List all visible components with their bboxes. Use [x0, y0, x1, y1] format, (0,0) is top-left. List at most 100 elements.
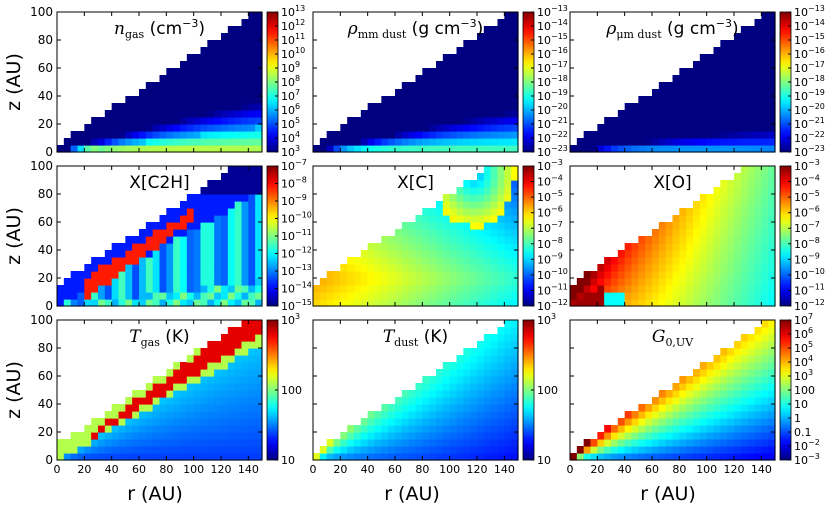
- heatmap-cell: [686, 208, 694, 216]
- heatmap-cell: [442, 418, 451, 426]
- heatmap-cell: [234, 432, 243, 440]
- heatmap-cell: [686, 229, 694, 237]
- heatmap-cell: [70, 131, 79, 139]
- heatmap-cell: [415, 89, 423, 97]
- heatmap-cell: [436, 425, 444, 433]
- heatmap-cell: [132, 404, 140, 412]
- heatmap-cell: [139, 138, 147, 146]
- heatmap-cell: [91, 418, 99, 426]
- heatmap-cell: [734, 292, 742, 300]
- heatmap-cell: [200, 376, 208, 384]
- heatmap-cell: [152, 390, 161, 398]
- heatmap-cell: [734, 243, 742, 251]
- heatmap-cell: [241, 390, 249, 398]
- heatmap-cell: [727, 222, 735, 230]
- heatmap-cell: [227, 54, 236, 62]
- heatmap-cell: [395, 103, 403, 111]
- heatmap-cell: [504, 404, 512, 412]
- heatmap-cell: [470, 278, 478, 286]
- heatmap-cell: [186, 229, 195, 237]
- heatmap-cell: [436, 299, 444, 307]
- heatmap-cell: [645, 292, 653, 300]
- heatmap-cell: [470, 299, 478, 307]
- heatmap-cell: [706, 68, 715, 76]
- heatmap-cell: [699, 404, 708, 412]
- heatmap-cell: [706, 61, 715, 69]
- heatmap-cell: [255, 411, 263, 419]
- heatmap-cell: [408, 278, 417, 286]
- heatmap-cell: [193, 264, 202, 272]
- heatmap-cell: [125, 285, 133, 293]
- heatmap-cell: [483, 376, 492, 384]
- heatmap-cell: [470, 292, 478, 300]
- heatmap-cell: [449, 264, 458, 272]
- heatmap-cell: [597, 285, 605, 293]
- heatmap-cell: [652, 432, 660, 440]
- heatmap-cell: [227, 411, 236, 419]
- heatmap-cell: [436, 257, 444, 265]
- heatmap-cell: [227, 131, 236, 139]
- heatmap-cell: [84, 453, 92, 461]
- heatmap-cell: [511, 19, 519, 27]
- heatmap-cell: [57, 145, 65, 153]
- heatmap-cell: [125, 236, 133, 244]
- heatmap-cell: [679, 418, 687, 426]
- heatmap-cell: [570, 292, 578, 300]
- heatmap-cell: [699, 131, 708, 139]
- heatmap-cell: [193, 257, 202, 265]
- y-tick-label: 0: [45, 453, 53, 467]
- x-tick-label: 40: [105, 463, 119, 476]
- heatmap-cell: [576, 278, 585, 286]
- heatmap-cell: [104, 138, 113, 146]
- heatmap-cell: [511, 278, 519, 286]
- y-tick-label: 20: [38, 271, 53, 285]
- heatmap-cell: [214, 145, 222, 153]
- colorbar-tick-label: 103: [281, 144, 300, 159]
- heatmap-cell: [221, 439, 229, 447]
- heatmap-cell: [768, 418, 776, 426]
- heatmap-cell: [754, 166, 762, 174]
- y-tick-label: 80: [38, 187, 53, 201]
- heatmap-cell: [193, 68, 202, 76]
- heatmap-cell: [504, 138, 512, 146]
- heatmap-cell: [145, 222, 154, 230]
- heatmap-cell: [679, 257, 687, 265]
- heatmap-cell: [104, 271, 113, 279]
- heatmap-cell: [145, 418, 154, 426]
- colorbar-tick-label: 10−9: [537, 251, 563, 266]
- heatmap-cell: [761, 138, 769, 146]
- heatmap-cell: [193, 439, 202, 447]
- heatmap-cell: [436, 138, 444, 146]
- heatmap-cell: [761, 180, 769, 188]
- heatmap-cell: [658, 243, 667, 251]
- heatmap-cell: [490, 425, 499, 433]
- heatmap-cell: [693, 257, 701, 265]
- heatmap-cell: [470, 145, 478, 153]
- heatmap-cell: [241, 243, 249, 251]
- heatmap-cell: [483, 257, 492, 265]
- heatmap-cell: [483, 411, 492, 419]
- heatmap-cell: [381, 278, 389, 286]
- colorbar-tick-label: 10−21: [537, 116, 568, 131]
- heatmap-cell: [740, 131, 749, 139]
- heatmap-cell: [354, 299, 362, 307]
- heatmap-cell: [186, 236, 195, 244]
- heatmap-cell: [340, 285, 348, 293]
- heatmap-cell: [193, 250, 202, 258]
- heatmap-cell: [221, 229, 229, 237]
- heatmap-cell: [186, 299, 195, 307]
- heatmap-cell: [747, 341, 756, 349]
- heatmap-cell: [699, 208, 708, 216]
- heatmap-cell: [442, 453, 451, 461]
- heatmap-cell: [483, 138, 492, 146]
- heatmap-cell: [734, 138, 742, 146]
- heatmap-cell: [111, 250, 120, 258]
- heatmap-cell: [429, 383, 437, 391]
- heatmap-cell: [125, 425, 133, 433]
- heatmap-cell: [597, 292, 605, 300]
- heatmap-cell: [125, 250, 133, 258]
- heatmap-cell: [761, 173, 769, 181]
- heatmap-cell: [241, 82, 249, 90]
- heatmap-cell: [511, 327, 519, 335]
- heatmap-cell: [422, 411, 430, 419]
